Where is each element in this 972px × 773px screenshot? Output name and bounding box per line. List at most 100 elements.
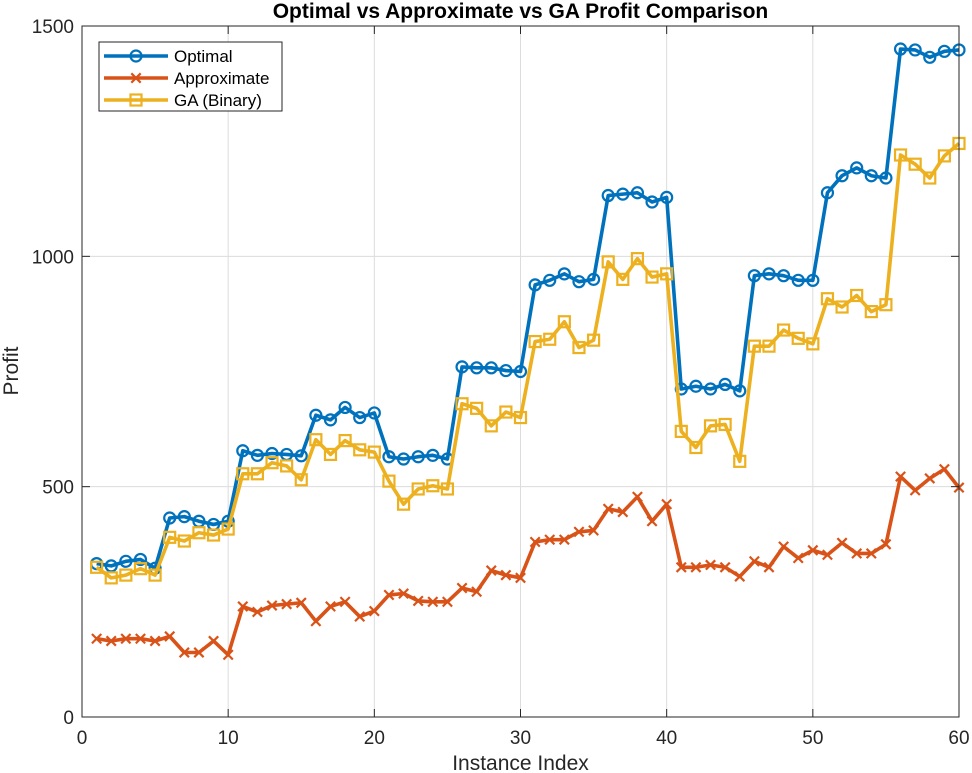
data-point-approximate — [120, 633, 132, 645]
data-point-approximate — [91, 633, 103, 645]
data-point-ga-binary — [864, 305, 878, 319]
data-point-optimal — [265, 446, 279, 461]
data-point-ga-binary — [689, 440, 703, 455]
data-point-approximate — [748, 555, 760, 567]
data-point-ga-binary — [557, 315, 571, 329]
data-point-optimal — [353, 410, 367, 425]
series-line-approximate — [96, 467, 961, 657]
data-point-approximate — [339, 596, 351, 608]
data-point-approximate — [208, 635, 220, 647]
data-point-approximate — [164, 630, 176, 642]
data-point-approximate — [295, 597, 307, 609]
data-point-approximate — [251, 606, 263, 618]
data-point-ga-binary — [513, 410, 528, 425]
data-point-ga-binary — [747, 339, 761, 353]
data-point-ga-binary — [674, 424, 688, 438]
data-point-optimal — [601, 188, 615, 203]
data-point-optimal — [660, 190, 674, 204]
data-point-optimal — [163, 511, 177, 525]
data-point-approximate — [281, 598, 293, 610]
data-point-ga-binary — [177, 534, 191, 548]
data-point-approximate — [924, 472, 936, 484]
data-point-optimal — [733, 384, 747, 398]
data-point-optimal — [923, 50, 937, 64]
data-point-ga-binary — [703, 419, 718, 433]
data-point-optimal — [689, 379, 703, 393]
data-point-ga-binary — [90, 560, 104, 574]
data-point-approximate — [485, 565, 497, 576]
legend-swatch-marker — [129, 49, 143, 63]
data-point-optimal — [820, 186, 835, 200]
y-tick-label: 0 — [63, 708, 74, 729]
data-point-approximate — [719, 561, 731, 573]
data-point-approximate — [617, 506, 629, 518]
chart-title: Optimal vs Approximate vs GA Profit Comp… — [273, 0, 769, 23]
legend-entry-ga-binary: GA (Binary) — [104, 91, 262, 110]
legend-swatch-marker — [130, 72, 142, 84]
x-tick-label: 20 — [364, 728, 385, 749]
data-point-optimal — [484, 361, 498, 375]
data-point-optimal — [528, 278, 542, 292]
data-point-approximate — [588, 524, 600, 536]
data-point-approximate — [938, 463, 950, 475]
y-tick-label: 1500 — [32, 17, 74, 38]
data-point-optimal — [133, 552, 148, 567]
data-point-optimal — [513, 364, 528, 379]
data-point-approximate — [909, 484, 921, 496]
data-point-optimal — [791, 273, 805, 287]
x-tick-label: 0 — [77, 728, 88, 749]
data-point-approximate — [500, 569, 512, 581]
data-point-approximate — [368, 605, 380, 617]
data-point-optimal — [776, 269, 791, 283]
legend-label: Approximate — [174, 69, 269, 88]
data-point-ga-binary — [718, 417, 732, 432]
x-tick-label: 60 — [948, 728, 969, 749]
data-point-approximate — [441, 596, 453, 608]
data-point-ga-binary — [338, 434, 352, 448]
data-point-ga-binary — [280, 459, 294, 473]
data-point-optimal — [470, 361, 484, 375]
data-point-approximate — [529, 536, 541, 548]
data-point-ga-binary — [484, 419, 498, 433]
data-point-optimal — [879, 171, 893, 185]
ticks: 0 10 20 30 40 50 60 0 500 1000 1500 — [32, 17, 970, 749]
data-point-ga-binary — [543, 332, 557, 346]
legend-entry-approximate: Approximate — [104, 69, 269, 88]
data-point-approximate — [675, 561, 687, 573]
data-point-approximate — [354, 611, 366, 623]
data-point-ga-binary — [762, 339, 776, 353]
data-point-ga-binary — [923, 171, 937, 185]
data-point-optimal — [645, 195, 659, 209]
data-point-approximate — [821, 549, 833, 561]
data-point-approximate — [573, 526, 585, 538]
data-point-ga-binary — [133, 562, 148, 576]
data-point-ga-binary — [835, 300, 849, 314]
data-point-approximate — [149, 635, 161, 647]
data-point-ga-binary — [850, 288, 864, 303]
x-tick-label: 40 — [656, 728, 677, 749]
data-point-optimal — [338, 400, 352, 415]
data-point-approximate — [646, 515, 658, 527]
data-point-approximate — [807, 544, 819, 556]
data-point-approximate — [763, 561, 775, 573]
data-point-optimal — [850, 161, 864, 175]
data-point-ga-binary — [236, 467, 250, 481]
data-point-optimal — [747, 269, 761, 283]
data-point-ga-binary — [776, 323, 791, 337]
data-point-ga-binary — [879, 298, 893, 312]
data-point-ga-binary — [309, 433, 323, 447]
data-point-approximate — [427, 596, 439, 608]
x-axis-label: Instance Index — [452, 752, 589, 773]
data-point-optimal — [119, 554, 133, 568]
data-point-ga-binary — [294, 473, 308, 487]
data-point-optimal — [396, 452, 411, 466]
data-point-optimal — [323, 413, 338, 427]
data-point-ga-binary — [440, 482, 455, 496]
data-point-approximate — [778, 541, 790, 553]
series-approximate — [91, 463, 965, 661]
data-point-approximate — [398, 588, 410, 599]
data-point-approximate — [865, 548, 877, 559]
data-point-ga-binary — [645, 270, 659, 284]
data-point-approximate — [412, 595, 424, 607]
data-point-approximate — [237, 600, 249, 612]
